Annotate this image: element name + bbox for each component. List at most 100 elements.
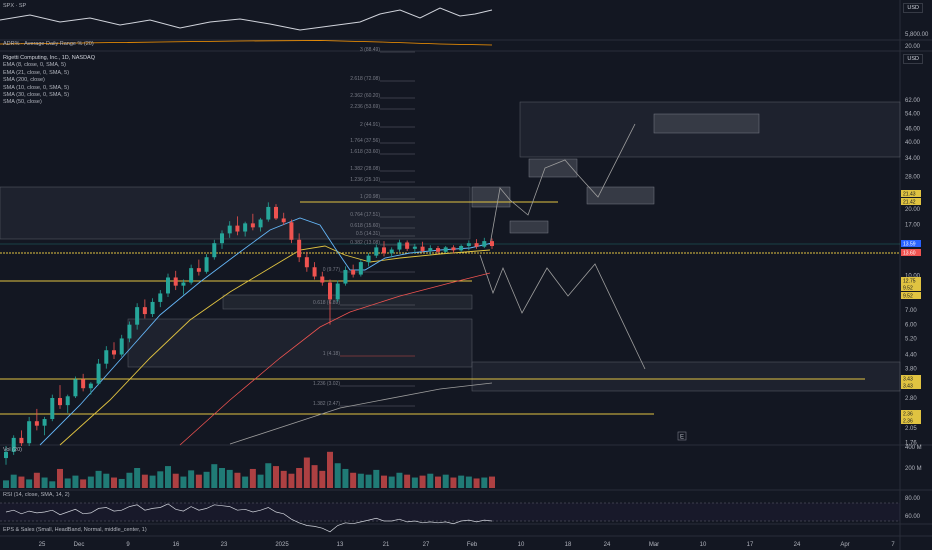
volume-bar: [180, 476, 187, 488]
candle-body: [266, 206, 271, 220]
rsi-line: [5, 503, 493, 533]
candle-body: [135, 307, 140, 325]
bull-projection: [489, 123, 636, 246]
candle-body: [297, 239, 302, 258]
candle-body: [27, 421, 32, 444]
volume-bar: [165, 466, 171, 488]
indicator-ema-8[interactable]: EMA (8, close, 0, SMA, 5): [3, 62, 66, 69]
candle-body: [42, 419, 47, 426]
volume-bar: [257, 474, 264, 488]
candle-body: [11, 437, 16, 452]
volume-bar: [427, 473, 434, 488]
volume-bar: [249, 468, 256, 488]
volume-bar: [203, 471, 210, 488]
price-tag-label: 12.75: [903, 279, 916, 285]
bear-projection: [479, 254, 646, 370]
indicator-sma-200[interactable]: SMA (200, close): [3, 77, 45, 84]
fib-label: 2.618 (72.08): [350, 76, 380, 82]
volume-bar: [303, 457, 310, 488]
main-currency[interactable]: USD: [903, 54, 923, 64]
price-tag-bg: [901, 277, 921, 284]
spx-currency[interactable]: USD: [903, 3, 923, 13]
x-tick-label: 10: [700, 542, 707, 548]
time-scale[interactable]: 25 Dec 9 16 23 2025 13 21 27 Feb 10 18 24 Mar 10 17 24 Ap…: [39, 542, 896, 548]
candle-body: [212, 243, 217, 258]
candle-body: [482, 241, 487, 247]
price-tag-bg: [901, 417, 921, 424]
zones: [0, 101, 901, 392]
candle-body: [58, 398, 62, 406]
volume-bar: [33, 472, 40, 488]
price-tag-label: 13.60: [903, 251, 916, 257]
x-tick-label: Apr: [840, 542, 849, 548]
candle-body: [436, 248, 440, 252]
x-tick-label: 13: [337, 542, 344, 548]
volume-bar: [327, 451, 333, 488]
price-tag-bg: [901, 240, 921, 247]
volume-bar: [219, 468, 225, 488]
price-tag-label: 13.59: [903, 242, 916, 248]
volume-bar: [465, 476, 472, 488]
volume-bar: [273, 466, 279, 488]
volume-bar: [57, 468, 63, 488]
price-tag-bg: [901, 284, 921, 291]
candle-body: [351, 269, 356, 275]
y-tick-label: 62.00: [905, 98, 921, 104]
price-scale[interactable]: 62.00 54.00 46.00 40.00 34.00 28.00 20.00 17.00…: [905, 98, 921, 447]
volume-bar: [72, 475, 79, 488]
price-tag-bg: [901, 375, 921, 382]
y-tick-label: 5.20: [905, 336, 917, 342]
fib-label: 2.362 (60.20): [350, 93, 380, 99]
candle-body: [320, 276, 325, 283]
volume-bar: [195, 474, 202, 488]
volume-bar: [411, 477, 418, 488]
indicator-sma-30[interactable]: SMA (30, close, 0, SMA, 5): [3, 92, 70, 99]
candle-body: [328, 282, 332, 300]
ema-8: [39, 217, 493, 446]
fib-label: 0.618 (6.89): [313, 300, 340, 306]
candle-body: [150, 301, 155, 315]
indicator-ema-21[interactable]: EMA (21, close, 0, SMA, 5): [3, 69, 70, 76]
trend-line: [229, 382, 493, 445]
price-tag-bg: [901, 410, 921, 417]
x-tick-label: 10: [518, 542, 525, 548]
price-tag-bg: [901, 382, 921, 389]
volume-bar: [334, 463, 341, 488]
indicator-sma-50[interactable]: SMA (50, close): [3, 99, 42, 106]
fib-label: 0.5 (14.31): [356, 231, 381, 237]
earnings-marker[interactable]: [677, 431, 687, 441]
fib-levels: 3 (88.49) 2.618 (72.08) 2.362 (60.20) 2.236…: [313, 47, 415, 407]
candle-body: [451, 247, 456, 251]
volume-bar: [473, 478, 480, 488]
price-tags: 21.4321.4213.6012.759.529.523.433.432.36…: [901, 190, 921, 425]
volume-bar: [149, 475, 156, 488]
candle-body: [459, 245, 464, 251]
candle-body: [258, 219, 263, 228]
y-tick-label: 17.00: [905, 222, 921, 228]
indicator-sma-10[interactable]: SMA (10, close, 0, SMA, 5): [3, 84, 70, 91]
candle-body: [289, 222, 294, 240]
candle-body: [382, 247, 386, 254]
earnings-marker-label: E: [680, 435, 684, 441]
candle-body: [189, 268, 194, 283]
volume-bar: [242, 476, 249, 488]
fib-label: 1 (20.98): [360, 194, 380, 200]
candle-body: [220, 233, 224, 244]
adr-pane-title: ADR% · Average Daily Range % (20): [3, 41, 94, 47]
volume-bar: [481, 477, 488, 488]
candle-body: [127, 324, 132, 339]
candle-body: [166, 277, 170, 294]
volume-bar: [319, 470, 326, 488]
candle-body: [204, 257, 209, 272]
candle-body: [304, 257, 309, 268]
volume-bar: [365, 474, 372, 488]
fib-label: 3 (88.49): [360, 47, 380, 53]
volume-bar: [404, 474, 411, 488]
vol-tick-0: 400 M: [905, 445, 922, 451]
candle-body: [312, 267, 317, 277]
candles: [4, 202, 494, 465]
spx-pane-title: SPX · SP: [3, 3, 27, 9]
fib-label: 0 (9.77): [323, 267, 341, 273]
candle-body: [389, 249, 394, 254]
